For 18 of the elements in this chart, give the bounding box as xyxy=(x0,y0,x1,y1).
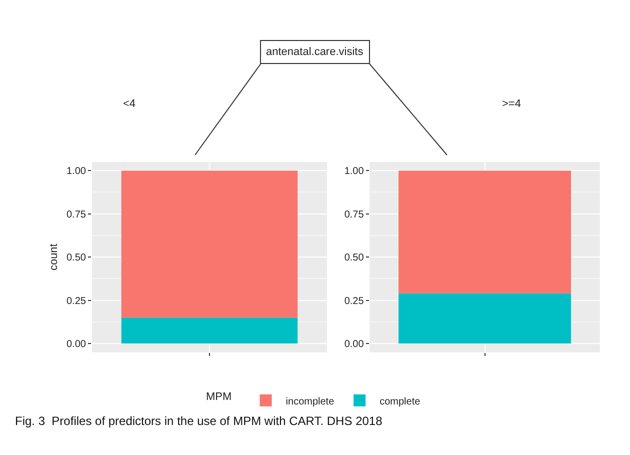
y-tick-label: 0.75 xyxy=(344,209,364,220)
chart-title: <4 xyxy=(123,98,136,110)
y-tick-label: 0.50 xyxy=(66,252,86,264)
legend-label: complete xyxy=(380,396,421,408)
y-axis-title: count xyxy=(48,244,60,271)
y-tick-label: 0.00 xyxy=(344,339,364,350)
chart-title: >=4 xyxy=(502,98,521,110)
legend-title: MPM xyxy=(206,391,238,404)
y-tick-label: 0.25 xyxy=(66,296,86,307)
y-tick-label: 0.75 xyxy=(66,209,86,220)
y-tick-label: 0.25 xyxy=(344,296,364,307)
y-tick-label: 0.00 xyxy=(66,339,86,350)
y-tick-label: 0.50 xyxy=(344,252,364,264)
y-tick-label: 1.00 xyxy=(66,166,86,178)
caption: Fig. 3 Profiles of predictors in the use of MPM with CART. DHS 2018 xyxy=(15,414,383,428)
legend-label: incomplete xyxy=(286,396,335,408)
y-tick-label: 1.00 xyxy=(344,166,364,178)
text: antenatal.care.visits xyxy=(266,46,364,58)
